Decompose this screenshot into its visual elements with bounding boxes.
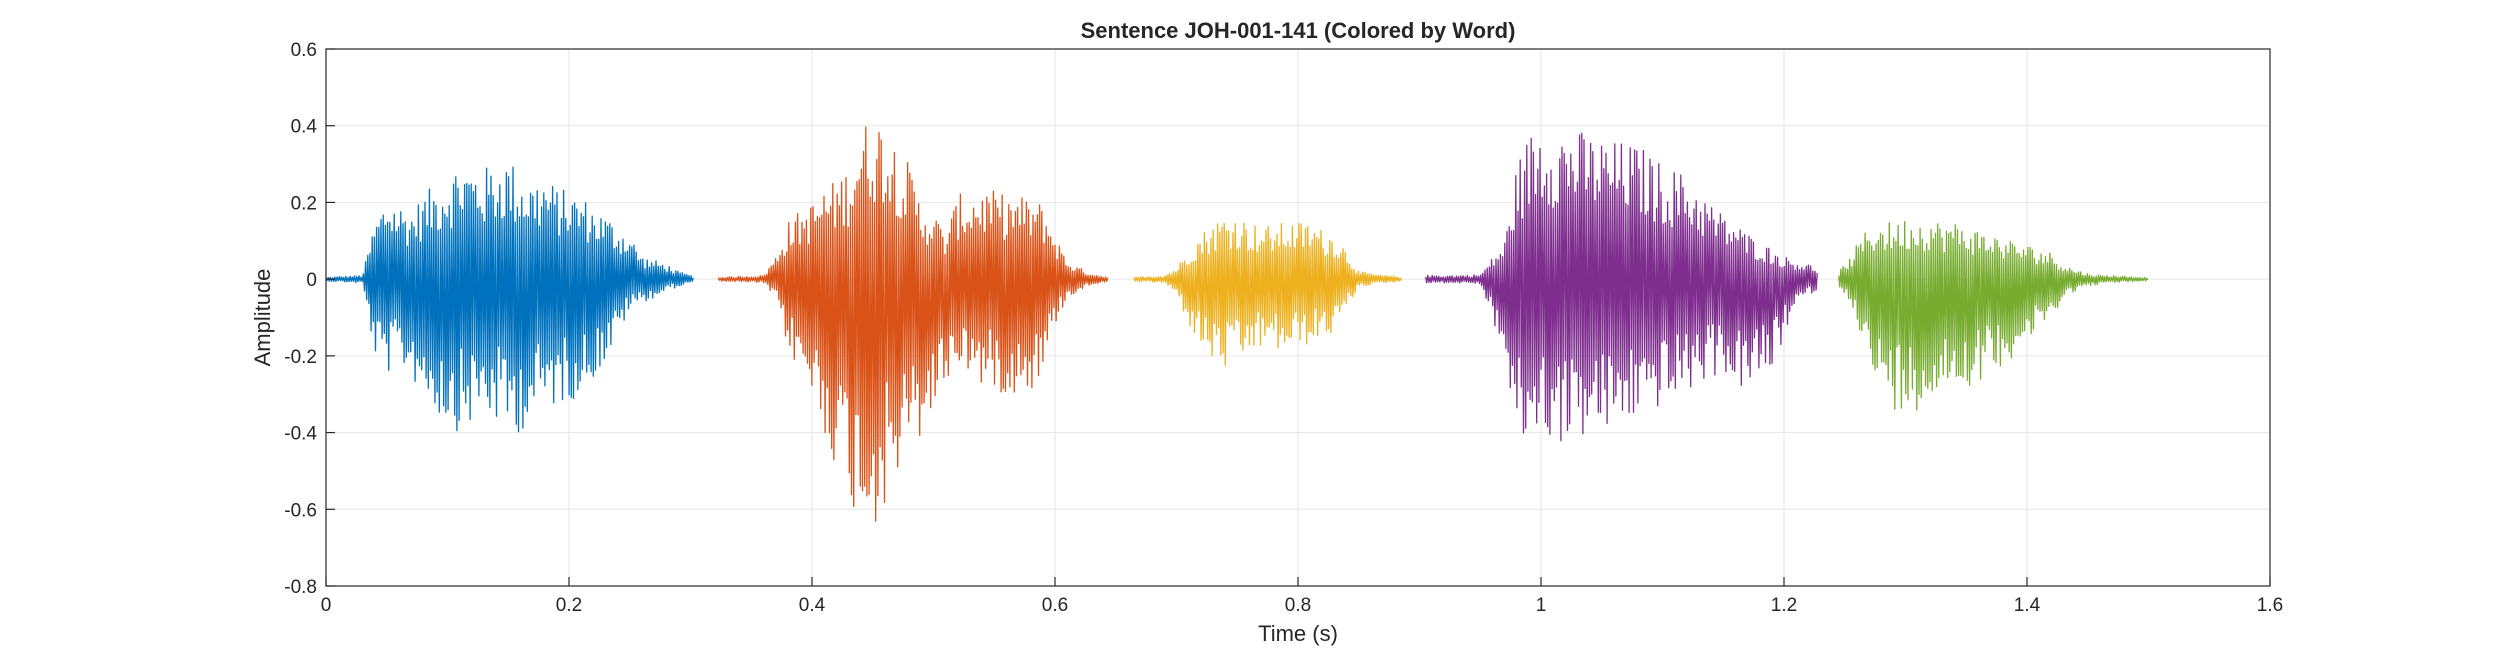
x-tick-label: 0.2 — [556, 595, 582, 616]
y-tick-label: 0.4 — [291, 117, 318, 138]
waveform-line — [717, 126, 1109, 522]
y-tick-label: -0.8 — [284, 577, 317, 598]
x-tick-label: 0 — [321, 595, 332, 616]
x-axis-label: Time (s) — [1258, 621, 1338, 646]
chart-title: Sentence JOH-001-141 (Colored by Word) — [1081, 18, 1516, 43]
x-tick-label: 0.4 — [799, 595, 826, 616]
waveform-line — [1838, 221, 2149, 411]
word-series-4 — [1424, 132, 1818, 442]
x-tick-label: 1.4 — [2014, 595, 2041, 616]
waveform-line — [325, 166, 695, 433]
word-series-3 — [1133, 222, 1402, 366]
x-tick-label: 0.8 — [1285, 595, 1311, 616]
series-layer — [325, 126, 2149, 522]
word-series-1 — [325, 166, 695, 433]
waveform-line — [1424, 132, 1818, 442]
y-tick-label: -0.4 — [284, 424, 317, 445]
waveform-line — [1133, 222, 1402, 366]
x-tick-label: 1.2 — [1771, 595, 1797, 616]
x-tick-label: 1 — [1536, 595, 1547, 616]
y-axis-label: Amplitude — [250, 269, 275, 367]
y-tick-label: -0.2 — [284, 347, 317, 368]
x-tick-label: 1.6 — [2257, 595, 2283, 616]
word-series-2 — [717, 126, 1109, 522]
ticks: 0 0.2 0.4 0.6 0.8 1 1.2 1.4 1.6 -0.8 -0.6 -0.4 -0.2 0… — [284, 40, 2283, 616]
y-tick-label: 0.6 — [291, 40, 317, 61]
y-tick-label: 0 — [306, 270, 317, 291]
x-tick-label: 0.6 — [1042, 595, 1068, 616]
word-series-5 — [1838, 221, 2149, 411]
y-tick-label: 0.2 — [291, 193, 317, 214]
y-tick-label: -0.6 — [284, 500, 317, 521]
